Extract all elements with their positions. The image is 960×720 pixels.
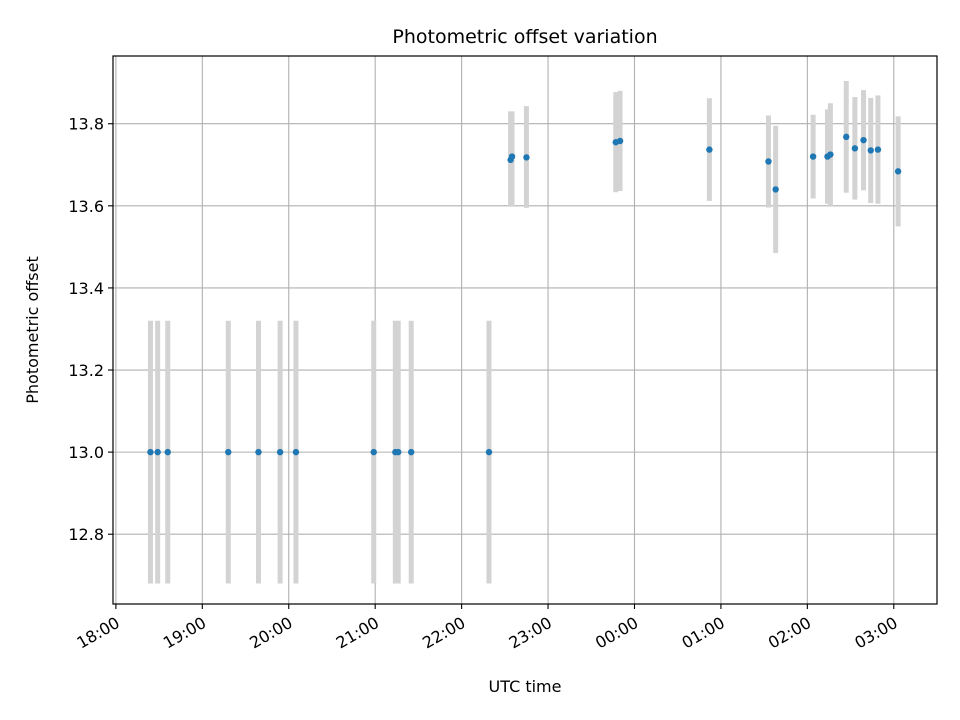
data-point	[765, 158, 772, 165]
data-point	[395, 448, 402, 456]
data-point	[843, 133, 850, 141]
data-point	[276, 448, 284, 456]
data-point	[874, 146, 882, 153]
grid	[113, 56, 937, 604]
data-point	[809, 153, 817, 160]
y-tick-label: 13.0	[68, 443, 104, 462]
data-point	[772, 186, 779, 193]
data-point	[370, 448, 377, 456]
data-point	[860, 136, 867, 144]
x-axis-label: UTC time	[489, 677, 562, 696]
y-axis-ticks: 12.8 13.0 13.2 13.4 13.6 13.8	[68, 115, 113, 544]
data-point	[523, 154, 530, 161]
data-point	[485, 448, 493, 456]
y-tick-label: 13.6	[68, 197, 104, 216]
y-axis-label: Photometric offset	[23, 256, 42, 404]
data-point	[706, 146, 713, 153]
y-tick-label: 13.2	[68, 361, 104, 380]
data-points	[147, 133, 902, 456]
data-point	[225, 448, 232, 456]
data-point	[407, 448, 415, 456]
data-point	[255, 448, 262, 456]
chart-title: Photometric offset variation	[392, 26, 657, 48]
y-tick-label: 12.8	[68, 525, 104, 544]
y-tick-label: 13.8	[68, 115, 104, 134]
data-point	[292, 448, 300, 456]
data-point	[827, 151, 834, 158]
data-point	[154, 448, 161, 456]
data-point	[851, 145, 859, 152]
plot-frame	[112, 55, 938, 605]
data-point	[867, 147, 874, 154]
data-point	[164, 448, 171, 456]
data-point	[894, 168, 902, 175]
y-tick-label: 13.4	[68, 279, 104, 298]
data-point	[508, 153, 516, 160]
data-point	[616, 137, 624, 145]
data-point	[147, 448, 154, 456]
